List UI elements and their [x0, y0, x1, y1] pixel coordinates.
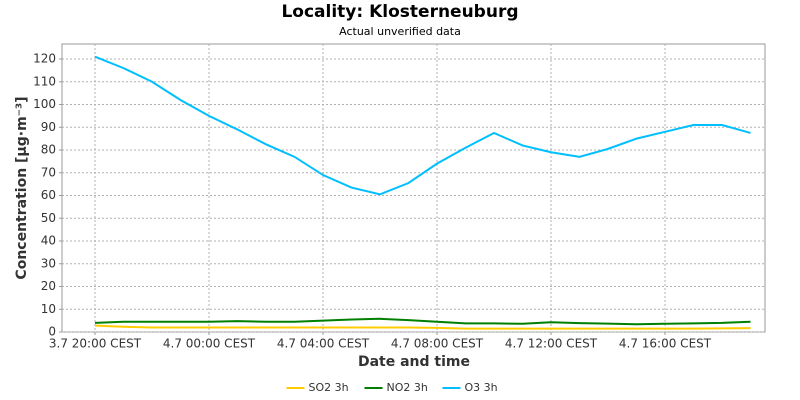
x-tick-label: 4.7 08:00 CEST	[391, 337, 484, 351]
x-tick-label: 3.7 20:00 CEST	[49, 337, 142, 351]
x-tick-label: 4.7 04:00 CEST	[277, 337, 370, 351]
plot-area	[61, 43, 766, 333]
y-tick-label: 80	[41, 143, 56, 157]
chart-title: Locality: Klosterneuburg	[281, 2, 518, 22]
y-tick-label: 90	[41, 120, 56, 134]
x-tick-label: 4.7 00:00 CEST	[163, 337, 256, 351]
x-tick-label: 4.7 12:00 CEST	[505, 337, 598, 351]
chart-subtitle: Actual unverified data	[339, 25, 461, 38]
y-tick-label: 10	[41, 302, 56, 316]
series-line	[94, 324, 751, 330]
y-tick-label: 0	[48, 325, 56, 339]
legend-label: NO2 3h	[387, 381, 428, 394]
y-tick-label: 20	[41, 279, 56, 293]
y-tick-label: 120	[33, 52, 56, 66]
series-line	[94, 55, 751, 196]
y-axis-label: Concentration [µg·m⁻³]	[14, 96, 30, 279]
legend-label: SO2 3h	[309, 381, 349, 394]
series-line	[94, 317, 751, 326]
x-tick-label: 4.7 16:00 CEST	[619, 337, 712, 351]
x-axis-label: Date and time	[358, 354, 470, 370]
y-tick-label: 50	[41, 211, 56, 225]
legend-label: O3 3h	[465, 381, 498, 394]
y-tick-label: 100	[33, 97, 56, 111]
y-tick-label: 110	[33, 74, 56, 88]
y-tick-label: 60	[41, 188, 56, 202]
y-tick-label: 70	[41, 165, 56, 179]
y-tick-label: 40	[41, 234, 56, 248]
y-tick-label: 30	[41, 256, 56, 270]
